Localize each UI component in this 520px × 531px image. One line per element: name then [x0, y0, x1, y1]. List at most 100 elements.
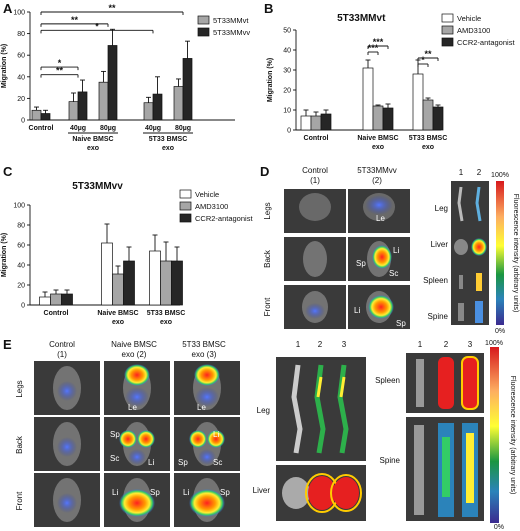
- bar: [149, 250, 161, 306]
- panel-b: B 0 10 20 30 40 50 Migration (%) 5T33MMvt Contro…: [264, 1, 515, 151]
- x-tick-label: 5T33 BMSC: [409, 135, 448, 142]
- panel-letter-a: A: [3, 1, 13, 16]
- bar: [123, 260, 135, 306]
- y-tick-label: 0: [21, 118, 25, 125]
- d-col-1: 1: [459, 168, 464, 177]
- signal-low: [57, 437, 77, 457]
- bar: [112, 273, 124, 306]
- legend-swatch: [179, 189, 192, 199]
- e-lbl-sp-front-2: Sp: [150, 488, 160, 497]
- e-colorbar: [490, 347, 499, 523]
- legend-swatch: [179, 201, 192, 211]
- bar: [300, 115, 312, 131]
- d-header-control: Control: [302, 166, 328, 175]
- signal-low: [125, 387, 149, 407]
- e-header-2a: Naive BMSC: [111, 340, 157, 349]
- y-tick-label: 100: [13, 203, 25, 210]
- y-tick-label: 10: [283, 108, 291, 115]
- y-tick-label: 40: [17, 263, 25, 270]
- x-tick-label: 5T33 BMSC: [147, 310, 186, 317]
- e-organ-liver: Liver: [253, 486, 271, 495]
- e-lbl-sp-3: Sp: [178, 458, 188, 467]
- signal-high: [207, 430, 225, 448]
- signal-high: [189, 489, 225, 517]
- d-colorbar-min: 0%: [495, 328, 505, 335]
- signal-high: [194, 364, 220, 386]
- e-lbl-le-2: Le: [128, 403, 137, 412]
- signal-low: [198, 449, 216, 465]
- d-colorbar: [496, 181, 504, 325]
- legend-swatch: [197, 27, 210, 37]
- legend-swatch: [179, 213, 192, 223]
- d-lbl-sp: Sp: [356, 259, 366, 268]
- significance-label: **: [424, 49, 432, 59]
- e-col-3a: 3: [342, 340, 347, 349]
- panel-letter-c: C: [3, 164, 13, 179]
- y-tick-label: 80: [17, 31, 25, 38]
- bar: [372, 105, 384, 131]
- chart-title: 5T33MMvt: [337, 13, 386, 24]
- signal-high: [119, 489, 155, 517]
- panel-letter-e: E: [3, 337, 12, 352]
- e-lbl-sp-front-3: Sp: [220, 488, 230, 497]
- legend-label: CCR2-antagonist: [457, 38, 515, 47]
- signal-high: [124, 364, 150, 386]
- significance-label: **: [108, 3, 116, 13]
- e-lbl-sc-2: Sc: [110, 454, 119, 463]
- x-tick-label: exo: [422, 144, 434, 151]
- x-group-label: exo: [162, 145, 174, 150]
- legend-label: CCR2-antagonist: [195, 214, 253, 223]
- e-col-2a: 2: [318, 340, 323, 349]
- bar: [31, 109, 42, 121]
- e-header-1b: (1): [57, 350, 67, 359]
- e-lbl-le-3: Le: [197, 403, 206, 412]
- e-lbl-sc-3: Sc: [213, 458, 222, 467]
- e-header-1a: Control: [49, 340, 75, 349]
- legend-label: Vehicle: [195, 190, 219, 199]
- bar: [61, 293, 73, 306]
- panel-e-imaging: E Control (1) Naive BMSC exo (2) 5T33 BM…: [3, 337, 516, 531]
- d-row-front: Front: [263, 297, 272, 316]
- x-tick-label: exo: [112, 319, 124, 326]
- bar: [152, 93, 163, 121]
- significance-label: ***: [373, 37, 384, 47]
- d-header-vv: 5T33MMvv: [357, 166, 397, 175]
- d-organ-liver: Liver: [431, 240, 449, 249]
- significance-label: *: [95, 21, 99, 31]
- x-group-label: 5T33 BMSC: [149, 136, 188, 143]
- e-header-2b: exo (2): [122, 350, 147, 359]
- legend-label: 5T33MMvt: [213, 16, 249, 25]
- legend-label: 5T33MMvv: [213, 28, 250, 37]
- d-row-back: Back: [263, 249, 272, 268]
- legend-label: AMD3100: [195, 202, 228, 211]
- e-colorbar-max: 100%: [485, 340, 503, 347]
- bar: [40, 113, 51, 121]
- e-col-3b: 3: [468, 340, 473, 349]
- signal-high: [189, 430, 207, 448]
- significance-label: **: [56, 66, 64, 76]
- e-lbl-sp-2: Sp: [110, 430, 120, 439]
- x-tick-label: 40µg: [145, 125, 161, 132]
- bar: [143, 102, 154, 121]
- y-tick-label: 20: [283, 88, 291, 95]
- bar: [412, 73, 424, 131]
- bar: [101, 242, 113, 306]
- y-tick-label: 50: [283, 28, 291, 35]
- x-tick-label: exo: [160, 319, 172, 326]
- panel-d-imaging: D Control (1) 5T33MMvv (2) Legs Back Fro…: [260, 164, 519, 335]
- d-col-2: 2: [477, 168, 482, 177]
- e-mouse-images: [34, 361, 240, 527]
- bar: [98, 81, 109, 121]
- bar: [68, 101, 79, 121]
- bar: [182, 58, 193, 121]
- e-col-2b: 2: [444, 340, 449, 349]
- bar: [50, 293, 62, 306]
- d-colorbar-max: 100%: [491, 172, 509, 179]
- bar: [173, 86, 184, 121]
- bar: [310, 115, 322, 131]
- signal-low: [57, 381, 77, 401]
- x-tick-label: Control: [29, 125, 54, 132]
- signal-low: [57, 493, 77, 513]
- y-tick-label: 0: [287, 128, 291, 135]
- e-organ-leg: Leg: [257, 406, 270, 415]
